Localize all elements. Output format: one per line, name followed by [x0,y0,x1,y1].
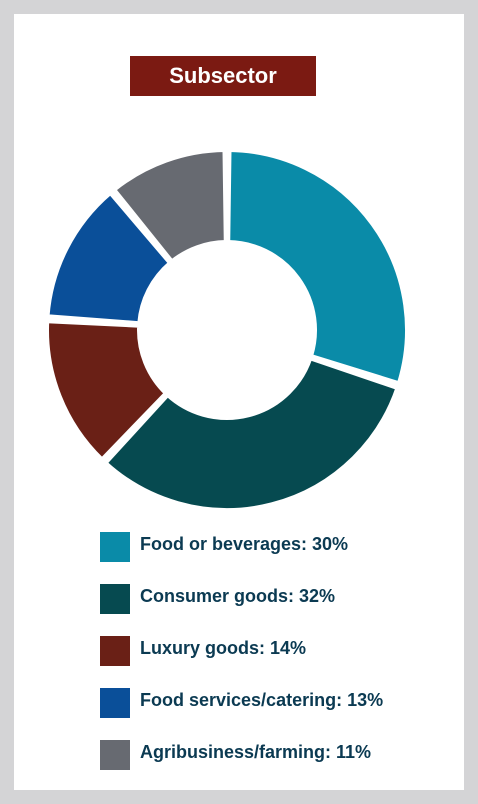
legend-item-agribusiness: Agribusiness/farming: 11% [100,738,460,770]
legend-item-food-services: Food services/catering: 13% [100,686,460,718]
chart-card: Subsector Food or beverages: 30% Consume… [14,14,464,790]
donut-slice-agribusiness-farming [112,148,228,264]
legend-label: Agribusiness/farming: 11% [140,742,372,762]
legend-swatch [100,740,130,770]
legend-swatch [100,636,130,666]
legend-label: Consumer goods: 32% [140,586,336,606]
donut-slice-luxury-goods [45,319,168,462]
donut-chart [45,148,409,512]
legend-label: Food services/catering: 13% [140,690,384,710]
donut-slices [45,148,409,512]
legend-item-consumer-goods: Consumer goods: 32% [100,582,460,614]
donut-slice-food-or-beverages [226,148,409,386]
legend-label: Luxury goods: 14% [140,638,307,658]
legend-swatch [100,584,130,614]
legend-item-food-beverages: Food or beverages: 30% [100,530,460,562]
legend-swatch [100,532,130,562]
chart-title: Subsector [130,56,316,96]
donut-slice-food-services-catering [45,190,172,326]
donut-slice-consumer-goods [103,356,400,512]
legend-label: Food or beverages: 30% [140,534,349,554]
legend-item-luxury-goods: Luxury goods: 14% [100,634,460,666]
legend-swatch [100,688,130,718]
